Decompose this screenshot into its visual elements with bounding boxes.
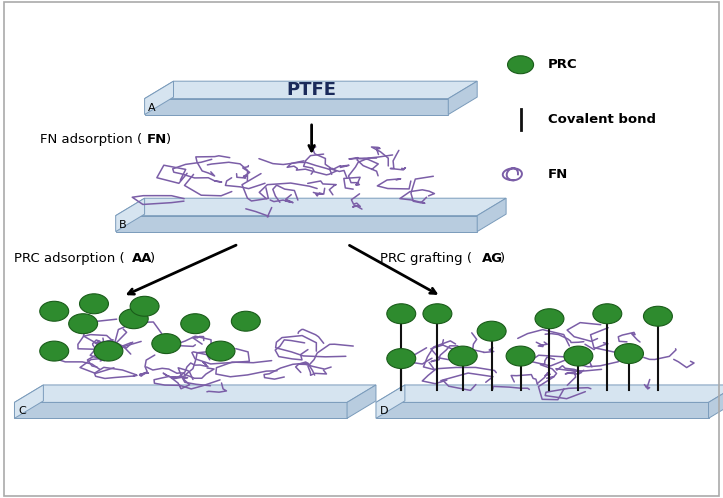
Polygon shape: [709, 385, 723, 418]
Polygon shape: [376, 385, 405, 418]
Circle shape: [69, 314, 98, 334]
Text: FN adsorption (: FN adsorption (: [40, 133, 142, 146]
Circle shape: [615, 344, 643, 364]
Circle shape: [593, 304, 622, 324]
Circle shape: [80, 294, 108, 314]
Circle shape: [206, 341, 235, 361]
Text: A: A: [148, 103, 156, 113]
Circle shape: [40, 341, 69, 361]
Text: PTFE: PTFE: [286, 81, 336, 99]
Polygon shape: [116, 216, 477, 232]
Text: D: D: [380, 406, 388, 416]
Text: AG: AG: [482, 252, 502, 265]
Circle shape: [564, 346, 593, 366]
Circle shape: [231, 311, 260, 331]
Text: ): ): [500, 252, 505, 265]
Circle shape: [130, 296, 159, 316]
Circle shape: [477, 321, 506, 341]
Polygon shape: [477, 198, 506, 232]
Polygon shape: [116, 198, 145, 232]
Polygon shape: [376, 402, 709, 418]
Circle shape: [40, 301, 69, 321]
Text: FN: FN: [147, 133, 167, 146]
Text: ): ): [150, 252, 155, 265]
Circle shape: [119, 309, 148, 329]
Text: PRC grafting (: PRC grafting (: [380, 252, 471, 265]
Polygon shape: [376, 385, 723, 402]
Text: AA: AA: [132, 252, 153, 265]
Polygon shape: [145, 81, 174, 115]
Text: Covalent bond: Covalent bond: [548, 113, 656, 126]
Circle shape: [508, 56, 534, 74]
Circle shape: [94, 341, 123, 361]
Text: ): ): [166, 133, 171, 146]
Text: PRC: PRC: [548, 58, 578, 71]
Circle shape: [506, 346, 535, 366]
Polygon shape: [347, 385, 376, 418]
Polygon shape: [14, 402, 347, 418]
Polygon shape: [14, 385, 43, 418]
Polygon shape: [14, 385, 376, 402]
Text: B: B: [119, 220, 127, 230]
Polygon shape: [448, 81, 477, 115]
Circle shape: [181, 314, 210, 334]
Polygon shape: [145, 99, 448, 115]
Text: C: C: [18, 406, 26, 416]
Text: PRC adsorption (: PRC adsorption (: [14, 252, 125, 265]
Polygon shape: [116, 198, 506, 216]
Circle shape: [387, 304, 416, 324]
Circle shape: [535, 309, 564, 329]
Circle shape: [387, 349, 416, 369]
Circle shape: [152, 334, 181, 354]
Circle shape: [423, 304, 452, 324]
Circle shape: [448, 346, 477, 366]
Text: FN: FN: [548, 168, 568, 181]
Circle shape: [643, 306, 672, 326]
Polygon shape: [145, 81, 477, 99]
